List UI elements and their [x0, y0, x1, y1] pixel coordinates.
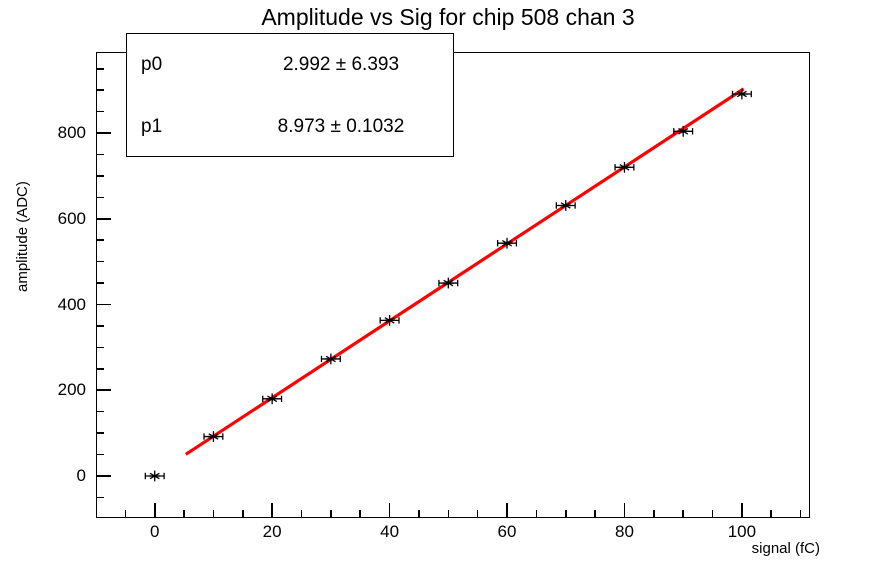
x-tick-major	[388, 503, 391, 518]
y-tick-label: 600	[26, 210, 86, 227]
x-tick-major	[271, 503, 273, 518]
y-tick-minor	[96, 410, 104, 413]
x-tick-minor	[594, 510, 596, 518]
y-tick-label: 200	[26, 381, 86, 398]
stats-param-value: 2.992 ± 6.393	[282, 54, 400, 75]
x-tick-label: 100	[727, 522, 757, 541]
x-tick-minor	[535, 510, 538, 518]
y-tick-minor	[96, 368, 104, 370]
x-tick-minor	[799, 510, 802, 518]
y-axis-title: amplitude (ADC)	[14, 181, 31, 292]
y-tick-minor	[96, 175, 104, 177]
y-tick-minor	[96, 260, 104, 263]
page-title: Amplitude vs Sig for chip 508 chan 3	[261, 4, 635, 30]
y-tick-major	[96, 217, 111, 220]
y-tick-minor	[96, 89, 104, 91]
y-tick-label-text: 600	[57, 208, 86, 228]
stats-param-name: p1	[141, 116, 163, 137]
y-tick-minor	[96, 282, 104, 284]
fit-stats-box: p0 2.992 ± 6.393 p1 8.973 ± 0.1032	[126, 33, 454, 157]
x-tick-label: 0	[149, 522, 160, 541]
x-tick-minor	[770, 510, 773, 518]
y-tick-minor	[96, 432, 104, 434]
y-tick-major	[96, 132, 111, 134]
y-tick-major	[96, 389, 111, 392]
y-tick-label-text: 400	[57, 294, 86, 314]
x-tick-minor	[653, 510, 655, 518]
stats-param-value: 8.973 ± 0.1032	[277, 116, 405, 137]
y-tick-minor	[96, 453, 104, 456]
x-tick-label: 20	[262, 522, 282, 541]
stats-param-name: p0	[141, 54, 163, 75]
x-tick-major	[741, 503, 743, 518]
x-tick-minor	[124, 510, 127, 518]
y-tick-label: 0	[26, 467, 86, 484]
x-tick-major	[153, 503, 156, 518]
x-tick-minor	[330, 510, 332, 518]
x-tick-major	[623, 503, 626, 518]
y-tick-minor	[96, 67, 104, 70]
x-tick-minor	[682, 510, 684, 518]
y-tick-major	[96, 475, 111, 477]
y-tick-label: 400	[26, 296, 86, 313]
x-tick-minor	[564, 510, 567, 518]
y-tick-minor	[96, 239, 104, 241]
x-tick-minor	[212, 510, 215, 518]
y-tick-minor	[96, 196, 104, 199]
x-tick-label: 80	[614, 522, 634, 541]
y-tick-label: 800	[26, 124, 86, 141]
y-tick-label-text: 0	[76, 465, 86, 485]
x-tick-minor	[183, 510, 185, 518]
x-axis-title: signal (fC)	[751, 540, 820, 557]
x-tick-minor	[476, 510, 479, 518]
x-tick-minor	[241, 510, 244, 518]
x-tick-label: 60	[497, 522, 517, 541]
x-tick-minor	[711, 510, 714, 518]
y-tick-minor	[96, 325, 104, 327]
y-tick-minor	[96, 110, 104, 113]
y-tick-minor	[96, 153, 104, 156]
y-tick-major	[96, 303, 111, 306]
stats-row: p0 2.992 ± 6.393	[127, 34, 453, 96]
y-tick-minor	[96, 346, 104, 349]
y-tick-label-text: 800	[57, 123, 86, 143]
y-tick-label-text: 200	[57, 380, 86, 400]
x-tick-major	[506, 503, 508, 518]
y-tick-minor	[96, 496, 104, 499]
x-tick-minor	[447, 510, 450, 518]
x-tick-minor	[418, 510, 420, 518]
stats-row: p1 8.973 ± 0.1032	[127, 96, 453, 158]
x-tick-minor	[359, 510, 362, 518]
x-tick-minor	[300, 510, 303, 518]
x-tick-label: 40	[380, 522, 400, 541]
